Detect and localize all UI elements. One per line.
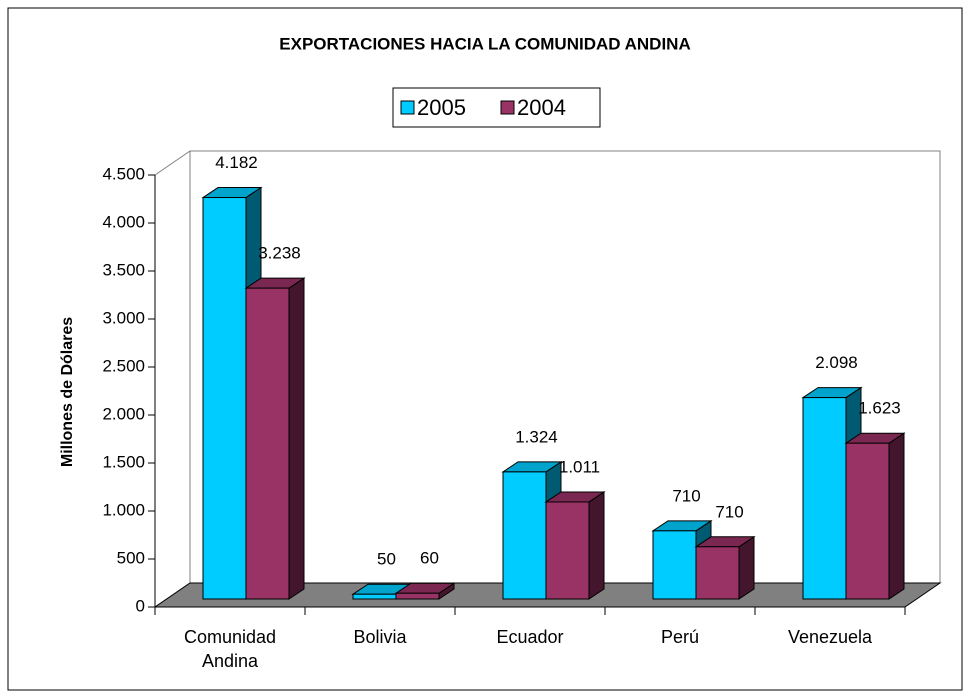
x-tick-label: Bolivia	[353, 627, 407, 647]
bar-front	[545, 501, 590, 600]
y-tick-label: 3.500	[102, 260, 145, 279]
legend-swatch	[500, 100, 515, 115]
value-label: 1.623	[858, 399, 901, 418]
bar-side	[738, 535, 755, 600]
y-tick-label: 2.500	[102, 356, 145, 375]
y-axis-label: Millones de Dólares	[59, 317, 76, 467]
bar-front	[395, 592, 440, 600]
y-tick-label: 2.000	[102, 404, 145, 423]
value-label: 710	[672, 486, 700, 505]
value-label: 3.238	[258, 244, 301, 263]
y-tick-label: 500	[117, 548, 145, 567]
y-tick-label: 0	[136, 596, 145, 615]
legend-box	[392, 87, 601, 128]
value-label: 710	[715, 502, 743, 521]
y-tick-label: 1.000	[102, 500, 145, 519]
bar-front	[802, 397, 847, 600]
value-label: 1.324	[515, 427, 558, 446]
bar-front	[652, 530, 697, 600]
value-label: 4.182	[215, 153, 258, 172]
bar-side	[288, 277, 305, 600]
value-label: 60	[420, 549, 439, 568]
bar-side	[888, 432, 905, 600]
bar	[844, 432, 906, 600]
bar-front	[845, 442, 890, 600]
x-tick-label: Comunidad Andina	[183, 627, 277, 671]
bar	[544, 491, 606, 600]
bar-side	[588, 491, 605, 600]
x-tick-label: Ecuador	[496, 627, 564, 647]
bar	[244, 277, 306, 600]
legend-label: 2005	[417, 95, 466, 120]
bar-front	[502, 471, 547, 600]
bar-front	[352, 593, 397, 600]
bar	[694, 535, 756, 600]
y-tick-label: 3.000	[102, 308, 145, 327]
bar-front	[202, 197, 247, 600]
bar-front	[245, 287, 290, 600]
bar	[394, 582, 456, 600]
side-wall-edge	[154, 150, 191, 176]
value-label: 2.098	[815, 353, 858, 372]
x-tick-label: Perú	[660, 627, 700, 647]
legend-label: 2004	[517, 95, 566, 120]
y-tick-label: 4.000	[102, 212, 145, 231]
value-label: 1.011	[559, 457, 600, 476]
chart-title: EXPORTACIONES HACIA LA COMUNIDAD ANDINA	[279, 34, 690, 53]
y-tick-label: 1.500	[102, 452, 145, 471]
bar-front	[695, 546, 740, 600]
y-tick-label: 4.500	[102, 164, 145, 183]
value-label: 50	[377, 550, 396, 569]
legend-swatch	[400, 100, 415, 115]
x-tick-label: Venezuela	[787, 627, 873, 647]
